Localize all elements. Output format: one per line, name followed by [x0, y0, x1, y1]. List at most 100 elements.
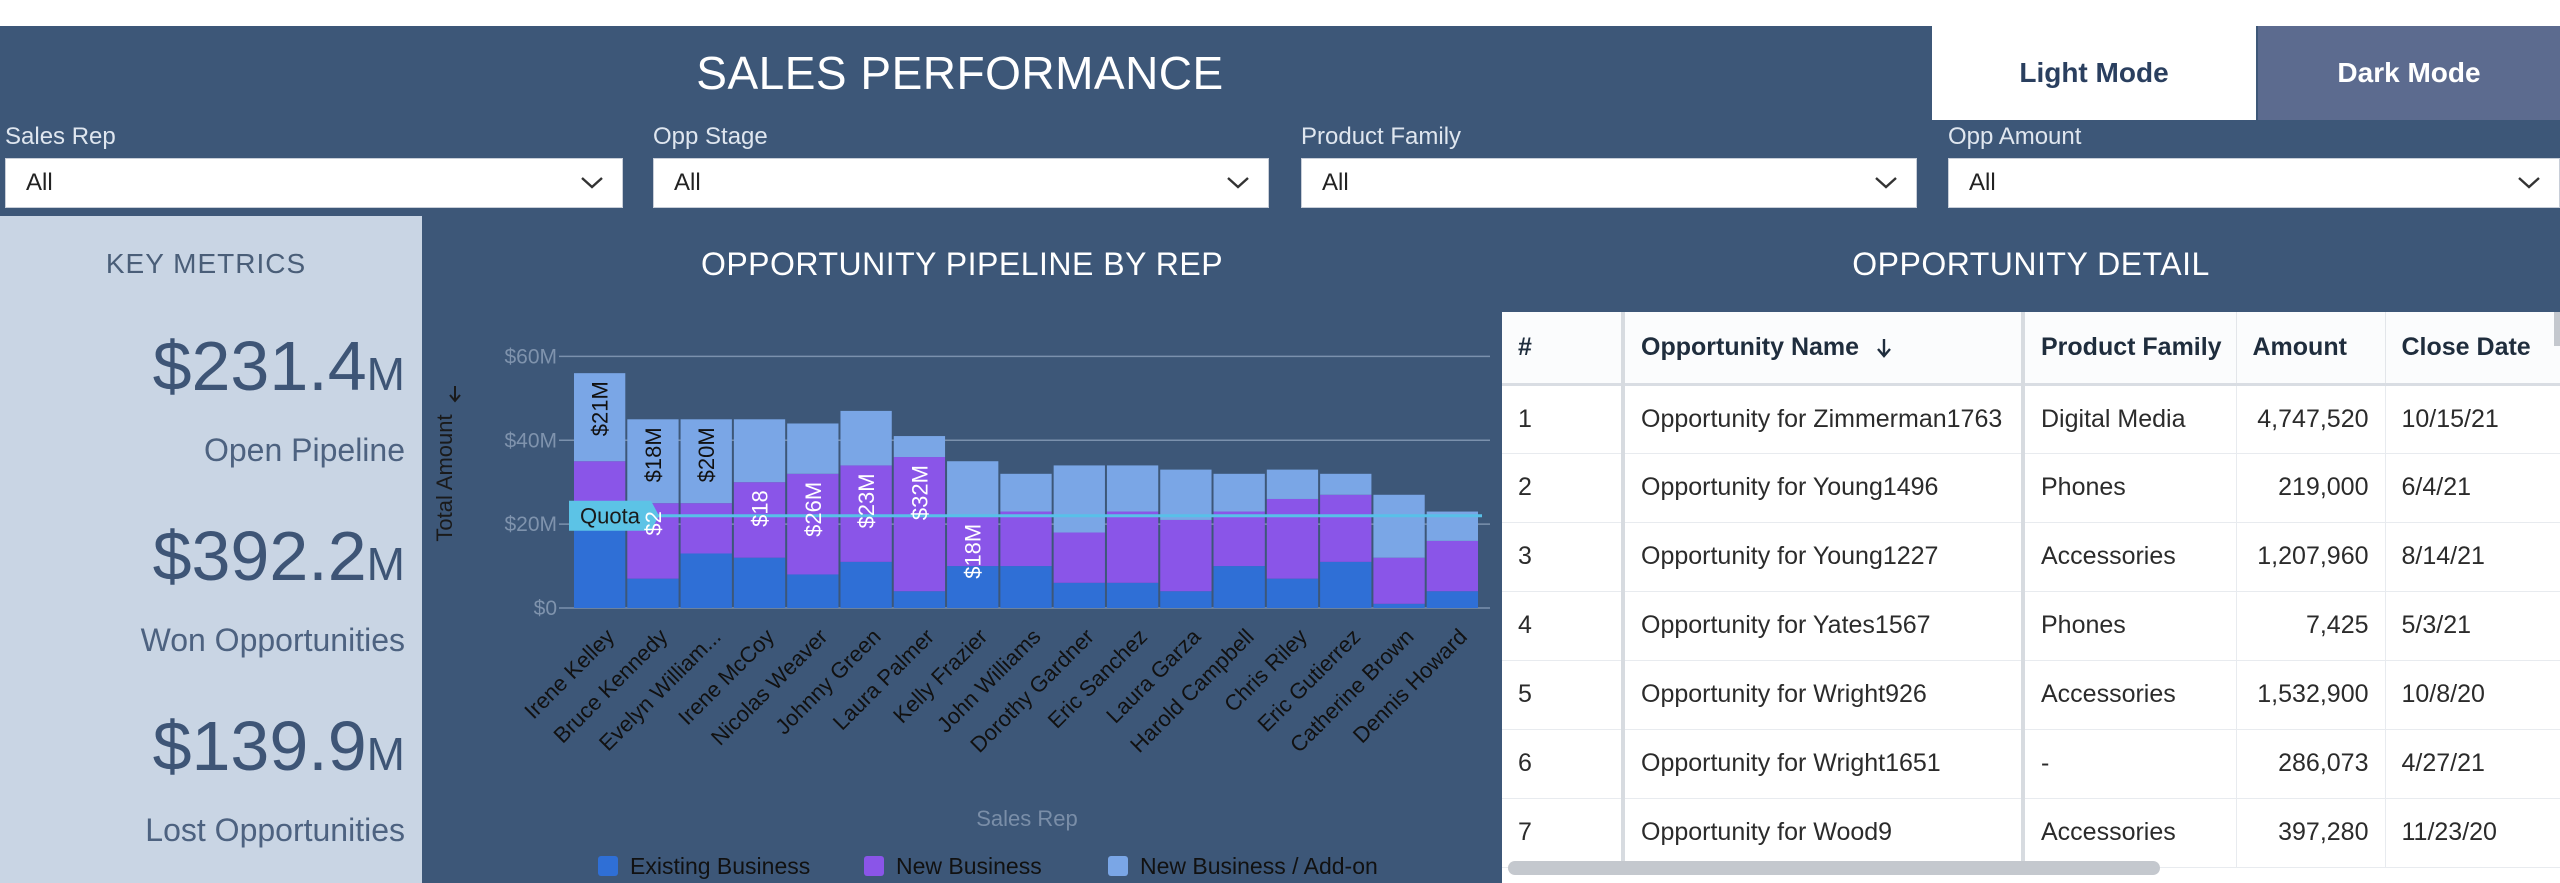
- column-header-label: Opportunity Name: [1641, 332, 1860, 361]
- data-label: $18: [748, 490, 773, 527]
- lost-opportunities-value: $139.9M: [153, 706, 405, 786]
- bar-segment: [787, 473, 839, 575]
- table-row[interactable]: 2 Opportunity for Young1496 Phones 219,000 6…: [1502, 453, 2560, 523]
- bar-segment: [1106, 511, 1159, 583]
- cell-close-date: 4/27/21: [2385, 729, 2560, 799]
- bar-segment: [1106, 465, 1159, 512]
- bar-segment: [787, 423, 839, 474]
- cell-product-family: Phones: [2023, 453, 2237, 523]
- bar-segment: [1000, 511, 1052, 567]
- bar-segment: [1320, 473, 1372, 495]
- bar-segment: [1053, 532, 1105, 583]
- table-row[interactable]: 5 Opportunity for Wright926 Accessories 1,5…: [1502, 660, 2560, 730]
- filter-product-family: Product Family All: [1301, 122, 1917, 208]
- y-tick-label: $20M: [504, 513, 557, 536]
- filter-sales-rep: Sales Rep All: [5, 122, 623, 208]
- table-row[interactable]: 6 Opportunity for Wright1651-286,073 4/27/…: [1502, 729, 2560, 799]
- opportunity-detail-title: OPPORTUNITY DETAIL: [1852, 246, 2210, 282]
- column-header-opportunity-name[interactable]: Opportunity Name: [1623, 312, 2025, 386]
- chevron-down-icon: [581, 177, 603, 189]
- bar-segment: [947, 461, 999, 516]
- y-tick-label: $40M: [504, 429, 557, 452]
- bar-segment: [680, 419, 732, 504]
- table-row[interactable]: 1 Opportunity for Zimmerman1763 Digital Me…: [1502, 384, 2560, 454]
- quota-label: Quota: [580, 504, 641, 529]
- filter-label: Opp Stage: [653, 123, 768, 150]
- cell-opportunity-name: Opportunity for Wright1651: [1623, 729, 2025, 799]
- bar-segment: [1213, 473, 1265, 512]
- x-axis-label: Sales Rep: [976, 806, 1078, 831]
- dashboard: SALES PERFORMANCE Light Mode Dark Mode S…: [0, 26, 2560, 883]
- table-row[interactable]: 3 Opportunity for Young1227 Accessories 1,2…: [1502, 522, 2560, 592]
- product-family-select[interactable]: All: [1301, 158, 1917, 208]
- quota-marker: [569, 500, 659, 531]
- cell-close-date: 6/4/21: [2385, 453, 2560, 523]
- legend-label: New Business: [896, 853, 1042, 879]
- bar-segment: [1213, 511, 1265, 567]
- bar-segment: [947, 515, 999, 567]
- data-label: $32M: [907, 465, 932, 520]
- arrow-down-icon: [1877, 339, 1891, 358]
- bar-segment: [840, 410, 892, 466]
- legend-label: New Business / Add-on: [1140, 853, 1378, 879]
- column-header-index[interactable]: #: [1502, 312, 1625, 386]
- chevron-down-icon: [1227, 177, 1249, 189]
- cell-opportunity-name: Opportunity for Wood9: [1623, 798, 2025, 868]
- vertical-scrollbar[interactable]: [2554, 312, 2560, 346]
- bar-segment: [733, 482, 786, 558]
- sales-rep-select[interactable]: All: [5, 158, 623, 208]
- data-label: $20M: [694, 427, 719, 482]
- column-header-product-family[interactable]: Product Family: [2023, 312, 2237, 386]
- column-header-close-date[interactable]: Close Date: [2385, 312, 2560, 386]
- metric-number: $231.4: [152, 327, 367, 405]
- bar-segment: [1373, 494, 1425, 558]
- metric-unit: M: [366, 348, 405, 400]
- filter-label: Product Family: [1301, 123, 1462, 150]
- cell-amount: 1,532,900: [2236, 660, 2386, 730]
- bar-segment: [1053, 582, 1105, 608]
- cell-amount: 219,000: [2236, 453, 2386, 523]
- bar-segment: [574, 524, 626, 608]
- cell-amount: 7,425: [2236, 591, 2386, 661]
- table-row[interactable]: 4 Opportunity for Yates1567 Phones 7,425 5/3…: [1502, 591, 2560, 661]
- light-mode-button[interactable]: Light Mode: [1932, 26, 2256, 120]
- bar-segment: [840, 561, 892, 608]
- metric-unit: M: [366, 538, 405, 590]
- bar-segment: [627, 578, 679, 608]
- bar-segment: [1106, 582, 1159, 608]
- dark-mode-button[interactable]: Dark Mode: [2258, 26, 2560, 120]
- cell-close-date: 11/23/20: [2385, 798, 2560, 868]
- bar-segment: [1160, 519, 1212, 592]
- opp-amount-select[interactable]: All: [1948, 158, 2560, 208]
- opp-stage-select[interactable]: All: [653, 158, 1269, 208]
- table-row[interactable]: 7 Opportunity for Wood9 Accessories 397,280…: [1502, 798, 2560, 868]
- legend-swatch: [1108, 856, 1128, 876]
- bar-segment: [1000, 566, 1052, 608]
- horizontal-scrollbar[interactable]: [1508, 861, 2160, 875]
- bar-segment: [1053, 465, 1105, 533]
- key-metrics-panel: KEY METRICS $231.4M Open Pipeline $392.2…: [0, 216, 422, 883]
- cell-product-family: Phones: [2023, 591, 2237, 661]
- bar-segment: [840, 465, 892, 562]
- data-label: $26M: [801, 482, 826, 537]
- arrow-down-icon: [449, 386, 461, 403]
- data-label: $18M: [641, 427, 666, 482]
- column-header-amount[interactable]: Amount: [2236, 312, 2386, 386]
- cell-product-family: Digital Media: [2023, 384, 2237, 454]
- data-label: $23M: [854, 473, 879, 528]
- won-opportunities-label: Won Opportunities: [140, 622, 405, 658]
- cell-product-family: Accessories: [2023, 798, 2237, 868]
- bar-segment: [680, 553, 732, 608]
- select-value: All: [674, 169, 701, 196]
- bar-segment: [893, 457, 946, 592]
- data-label: $18M: [961, 524, 986, 579]
- cell-close-date: 5/3/21: [2385, 591, 2560, 661]
- page-title: SALES PERFORMANCE: [696, 47, 1224, 99]
- bar-segment: [1320, 494, 1372, 562]
- bar-segment: [1266, 469, 1319, 499]
- cell-amount: 397,280: [2236, 798, 2386, 868]
- bar-segment: [1000, 473, 1052, 512]
- bar-segment: [574, 373, 626, 462]
- bar-segment: [627, 419, 679, 504]
- cell-product-family: Accessories: [2023, 522, 2237, 592]
